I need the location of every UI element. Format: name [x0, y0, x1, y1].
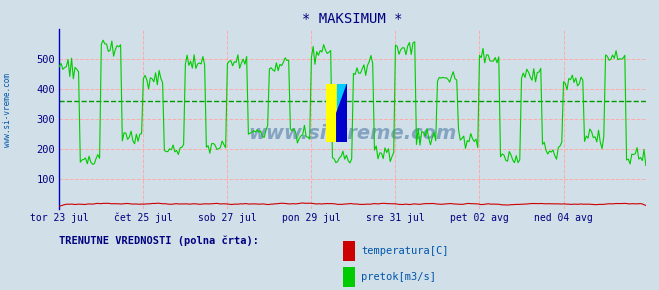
Text: www.si-vreme.com: www.si-vreme.com — [248, 124, 457, 143]
Polygon shape — [337, 84, 347, 113]
Text: temperatura[C]: temperatura[C] — [361, 246, 449, 256]
Text: www.si-vreme.com: www.si-vreme.com — [3, 73, 13, 147]
Title: * MAKSIMUM *: * MAKSIMUM * — [302, 12, 403, 26]
Text: TRENUTNE VREDNOSTI (polna črta):: TRENUTNE VREDNOSTI (polna črta): — [59, 235, 259, 246]
Polygon shape — [337, 84, 347, 142]
Polygon shape — [326, 84, 337, 142]
Text: pretok[m3/s]: pretok[m3/s] — [361, 272, 436, 282]
